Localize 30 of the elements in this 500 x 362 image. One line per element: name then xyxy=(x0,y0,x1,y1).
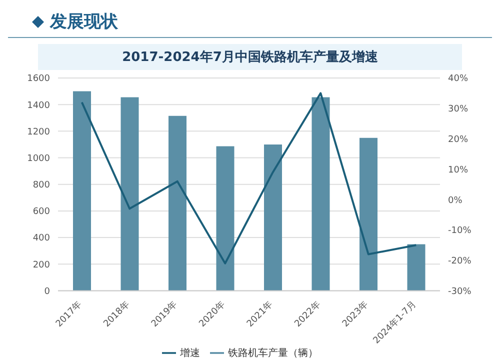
chart-subtitle: 2017-2024年7月中国铁路机车产量及增速 xyxy=(38,44,462,70)
y-tick-label: 600 xyxy=(32,207,50,218)
y2-tick-label: -30% xyxy=(448,286,472,297)
y2-tick-label: 10% xyxy=(448,165,468,176)
line-series xyxy=(80,92,418,264)
bar xyxy=(168,116,186,291)
chart-title: 发展现状 xyxy=(50,11,118,33)
y2-tick-label: 20% xyxy=(448,134,468,145)
bar xyxy=(407,244,426,291)
y-tick-label: 200 xyxy=(32,260,50,270)
bar xyxy=(216,146,234,291)
bar xyxy=(73,91,91,291)
y-tick-label: 1600 xyxy=(27,74,50,84)
y-tick-label: 1200 xyxy=(27,127,50,138)
legend-label: 增速 xyxy=(180,348,200,359)
y-tick-label: 400 xyxy=(32,234,50,244)
y2-tick-label: 40% xyxy=(448,74,468,84)
y2-tick-label: -10% xyxy=(448,226,472,236)
y-tick-label: 0 xyxy=(44,286,50,297)
bar xyxy=(120,97,139,291)
y2-tick-label: 0% xyxy=(448,196,463,206)
legend-label: 铁路机车产量（辆） xyxy=(228,348,318,359)
bar xyxy=(264,144,282,291)
bar xyxy=(360,138,378,291)
bar xyxy=(312,97,330,291)
y-tick-label: 1000 xyxy=(27,154,50,164)
y2-tick-label: -20% xyxy=(448,256,472,267)
y-tick-label: 800 xyxy=(32,180,50,191)
y2-tick-label: 30% xyxy=(448,104,468,115)
y-tick-label: 1400 xyxy=(27,100,50,111)
